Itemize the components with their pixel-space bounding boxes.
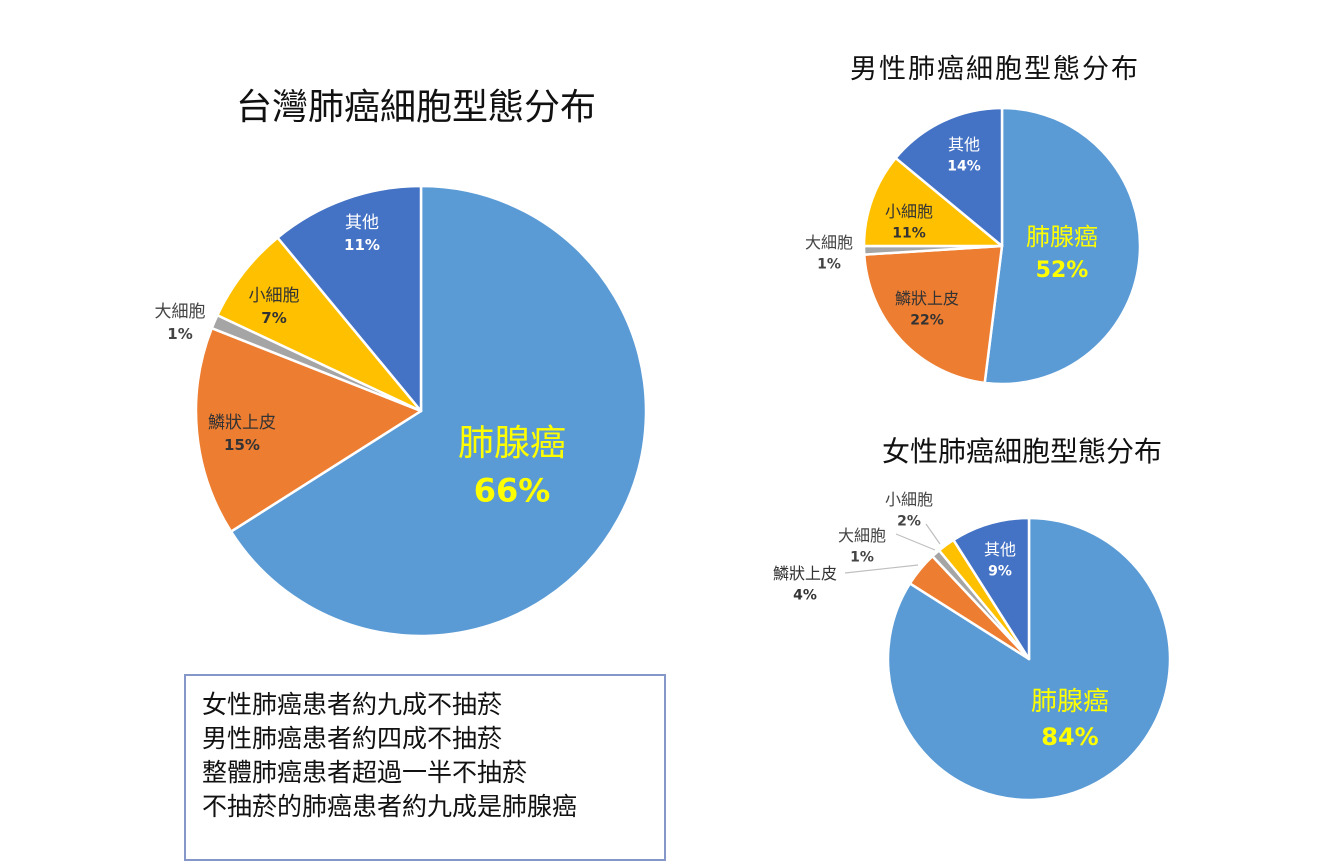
slice-label-value: 11% <box>892 225 926 241</box>
pie-slice-male-0 <box>983 106 1142 386</box>
pie-slice-male-4 <box>894 106 1004 248</box>
pie-slice-overall-4 <box>276 184 423 413</box>
slice-label-value: 11% <box>344 236 380 254</box>
slice-label-value: 2% <box>897 513 921 529</box>
slice-label-name: 小細胞 <box>885 490 933 509</box>
slice-label-value: 66% <box>474 471 551 509</box>
chart-title-overall: 台灣肺癌細胞型態分布 <box>236 87 597 128</box>
slice-label-value: 4% <box>793 587 817 603</box>
pie-female <box>886 516 1172 802</box>
slice-label-name: 肺腺癌 <box>1031 687 1109 717</box>
slice-label-name: 肺腺癌 <box>1026 223 1098 251</box>
slice-label-name: 肺腺癌 <box>458 423 566 464</box>
slice-label-value: 1% <box>817 256 841 272</box>
notes-box: 女性肺癌患者約九成不抽菸 男性肺癌患者約四成不抽菸 整體肺癌患者超過一半不抽菸 … <box>184 674 666 861</box>
slice-label-name: 鱗狀上皮 <box>895 289 959 308</box>
slice-label-name: 其他 <box>948 135 980 154</box>
pie-slice-male-3 <box>862 156 1004 248</box>
pie-slice-overall-0 <box>229 184 648 638</box>
pie-male <box>862 106 1142 386</box>
slice-label-name: 鱗狀上皮 <box>208 413 276 433</box>
slice-label-value: 7% <box>261 309 286 327</box>
slice-label-value: 52% <box>1036 258 1089 283</box>
slice-label-value: 15% <box>224 436 260 454</box>
slice-label-value: 84% <box>1041 723 1098 751</box>
slice-label-value: 14% <box>947 158 981 174</box>
slice-label-name: 小細胞 <box>885 202 933 221</box>
pie-slice-overall-1 <box>194 326 423 533</box>
note-line: 不抽菸的肺癌患者約九成是肺腺癌 <box>202 792 578 821</box>
note-line: 整體肺癌患者超過一半不抽菸 <box>202 758 528 787</box>
slice-label-value: 1% <box>850 549 874 565</box>
leader-line <box>925 523 941 545</box>
note-line: 男性肺癌患者約四成不抽菸 <box>202 724 503 753</box>
leader-line <box>844 564 919 574</box>
slice-label-name: 其他 <box>345 213 379 233</box>
chart-title-male: 男性肺癌細胞型態分布 <box>850 54 1140 85</box>
pie-slice-male-1 <box>863 244 1004 385</box>
note-line: 女性肺癌患者約九成不抽菸 <box>202 690 503 719</box>
slice-label-name: 大細胞 <box>155 302 206 322</box>
slice-label-name: 大細胞 <box>805 233 853 252</box>
slice-label-name: 其他 <box>984 540 1016 559</box>
slice-label-name: 大細胞 <box>838 526 886 545</box>
slice-label-name: 鱗狀上皮 <box>773 564 837 583</box>
slice-label-value: 1% <box>167 325 192 343</box>
slice-label-name: 小細胞 <box>249 286 300 306</box>
leader-line <box>895 533 936 551</box>
chart-title-female: 女性肺癌細胞型態分布 <box>882 435 1163 468</box>
pie-overall <box>194 184 648 638</box>
slice-label-value: 9% <box>988 563 1012 579</box>
pie-slice-female-4 <box>952 516 1031 661</box>
slice-label-value: 22% <box>910 312 944 328</box>
